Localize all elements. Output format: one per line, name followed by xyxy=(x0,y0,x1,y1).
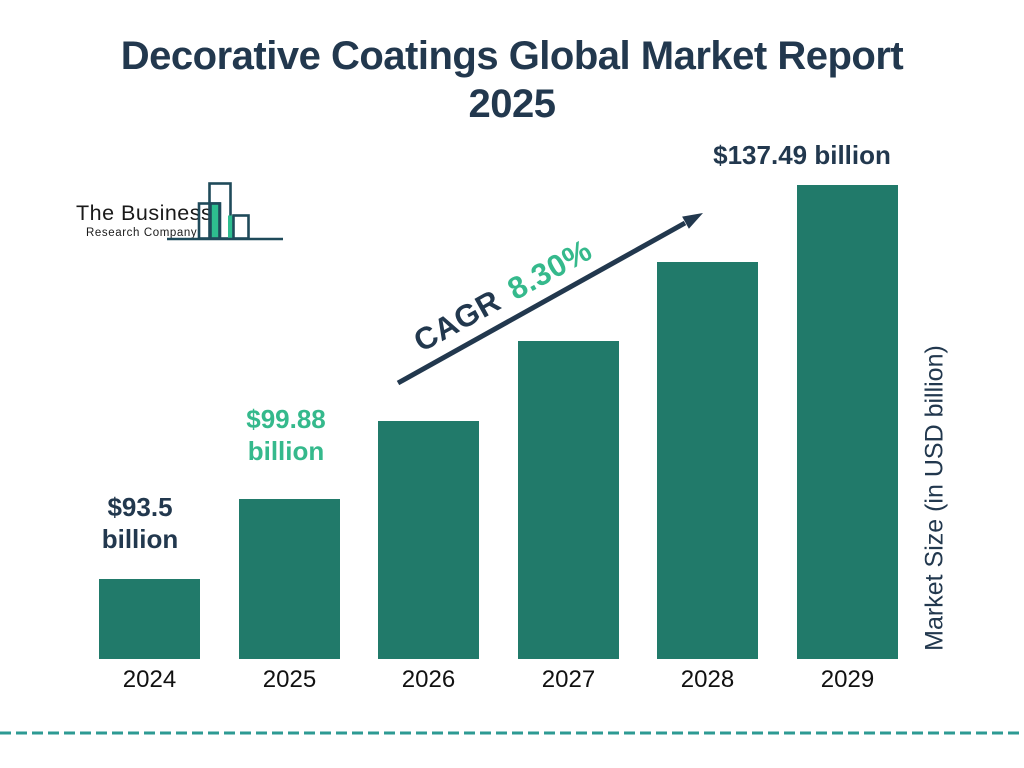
x-tick-label-2024: 2024 xyxy=(122,666,177,693)
bar-2024 xyxy=(99,579,200,659)
value-label-2029: $137.49 billion xyxy=(713,140,891,170)
bar-2027 xyxy=(518,341,619,659)
cagr-value: 8.30% xyxy=(501,232,598,307)
logo-text-line2: Research Company xyxy=(86,227,198,239)
value-label-2025: $99.88 billion xyxy=(246,404,326,466)
cagr-prefix: CAGR xyxy=(407,282,507,359)
company-logo: The Business Research Company xyxy=(70,175,300,250)
page-title: Decorative Coatings Global Market Report… xyxy=(120,34,904,126)
x-tick-label-2028: 2028 xyxy=(680,666,735,693)
value-label-2024: $93.5 billion xyxy=(101,492,179,554)
bar-2025 xyxy=(239,499,340,659)
logo-bar-chart-icon xyxy=(167,182,283,241)
y-axis-label: Market Size (in USD billion) xyxy=(920,345,949,651)
x-tick-label-2026: 2026 xyxy=(401,666,456,693)
bottom-dashed-divider xyxy=(0,731,1024,735)
x-tick-label-2025: 2025 xyxy=(262,666,317,693)
x-tick-label-2027: 2027 xyxy=(541,666,596,693)
bar-2029 xyxy=(797,185,898,659)
bar-2026 xyxy=(378,421,479,659)
logo-text-line1: The Business xyxy=(76,201,213,225)
x-tick-label-2029: 2029 xyxy=(820,666,875,693)
bar-2028 xyxy=(657,262,758,659)
